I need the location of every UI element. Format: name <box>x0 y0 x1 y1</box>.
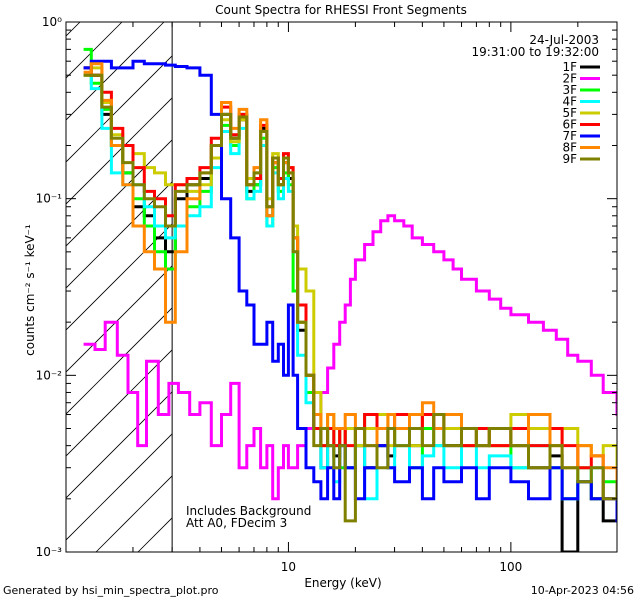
y-tick-label: 10⁰ <box>42 15 62 29</box>
plot-frame <box>65 21 618 553</box>
annotation-attenuator: Att A0, FDecim 3 <box>186 516 287 530</box>
legend-label-2F: 2F <box>562 72 577 86</box>
annotation-background: Includes Background <box>186 504 311 518</box>
hatch-line <box>66 349 173 457</box>
y-tick-label: 10⁻² <box>36 368 63 382</box>
y-axis-label: counts cm⁻² s⁻¹ keV⁻¹ <box>23 224 37 356</box>
x-tick-label: 100 <box>499 560 522 574</box>
x-tick-label: 10 <box>281 560 296 574</box>
y-tick-label: 10⁻¹ <box>36 192 63 206</box>
series-7F-line <box>83 59 617 523</box>
chart-title: Count Spectra for RHESSI Front Segments <box>215 3 467 17</box>
hatch-line <box>66 97 173 205</box>
x-axis-label: Energy (keV) <box>304 576 381 590</box>
hatch-line <box>66 223 173 331</box>
axis-ticks <box>65 22 618 553</box>
legend-label-8F: 8F <box>562 141 577 155</box>
hatch-line <box>66 139 173 247</box>
hatch-line <box>66 265 173 373</box>
series-layer <box>83 47 617 552</box>
date-label: 24-Jul-2003 <box>529 33 599 47</box>
legend-label-4F: 4F <box>562 95 577 109</box>
hatch-line <box>66 22 81 37</box>
series-2F-line <box>83 214 617 501</box>
hatch-line <box>66 55 173 163</box>
hatch-line <box>66 391 173 499</box>
axis-tick-labels: 10 100 10⁻³ 10⁻² 10⁻¹ 10⁰ <box>36 15 523 574</box>
hatch-line <box>66 22 165 121</box>
legend-label-5F: 5F <box>562 106 577 120</box>
legend-label-1F: 1F <box>562 60 577 74</box>
y-tick-label: 10⁻³ <box>36 545 63 559</box>
legend-label-7F: 7F <box>562 129 577 143</box>
hatch-line <box>66 181 173 289</box>
legend-label-6F: 6F <box>562 118 577 132</box>
time-range-label: 19:31:00 to 19:32:00 <box>472 45 599 59</box>
footer-timestamp: 10-Apr-2023 04:56 <box>530 584 634 597</box>
hatch-line <box>66 433 173 541</box>
legend-label-3F: 3F <box>562 83 577 97</box>
legend-label-9F: 9F <box>562 152 577 166</box>
series-8F-line <box>83 62 617 501</box>
hatched-region <box>66 22 173 552</box>
series-9F-line <box>83 73 617 523</box>
footer-generated: Generated by hsi_min_spectra_plot.pro <box>3 584 219 597</box>
